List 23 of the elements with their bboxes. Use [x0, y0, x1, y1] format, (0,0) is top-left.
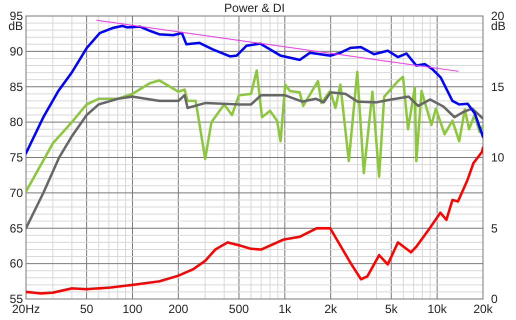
y-tick-label: 70 — [10, 186, 24, 200]
y-tick-label: 80 — [10, 115, 24, 130]
y-tick-label: 85 — [10, 80, 24, 94]
x-tick-label: 200 — [168, 302, 189, 316]
x-tick-label: 100 — [122, 302, 143, 316]
y2-tick-label: 5 — [491, 221, 498, 236]
chart-title: Power & DI — [224, 1, 285, 15]
y-tick-label: 65 — [10, 221, 24, 236]
x-tick-label: 50 — [80, 302, 94, 316]
x-tick-label: 2k — [324, 302, 338, 316]
y2-axis-title: dB — [491, 19, 506, 33]
y-axis-title: dB — [8, 19, 23, 33]
y2-tick-label: 10 — [491, 150, 505, 164]
y-tick-label: 60 — [10, 256, 24, 271]
x-tick-label: 10k — [427, 302, 448, 316]
x-tick-label: 5k — [384, 302, 399, 316]
x-tick-label: 20k — [473, 302, 494, 316]
x-tick-label: 1k — [278, 302, 292, 316]
y-tick-label: 90 — [10, 44, 24, 58]
x-tick-label: 500 — [228, 302, 250, 316]
y2-tick-label: 15 — [491, 80, 505, 94]
y2-tick-label: 0 — [491, 292, 498, 306]
y-tick-label: 75 — [10, 150, 24, 164]
